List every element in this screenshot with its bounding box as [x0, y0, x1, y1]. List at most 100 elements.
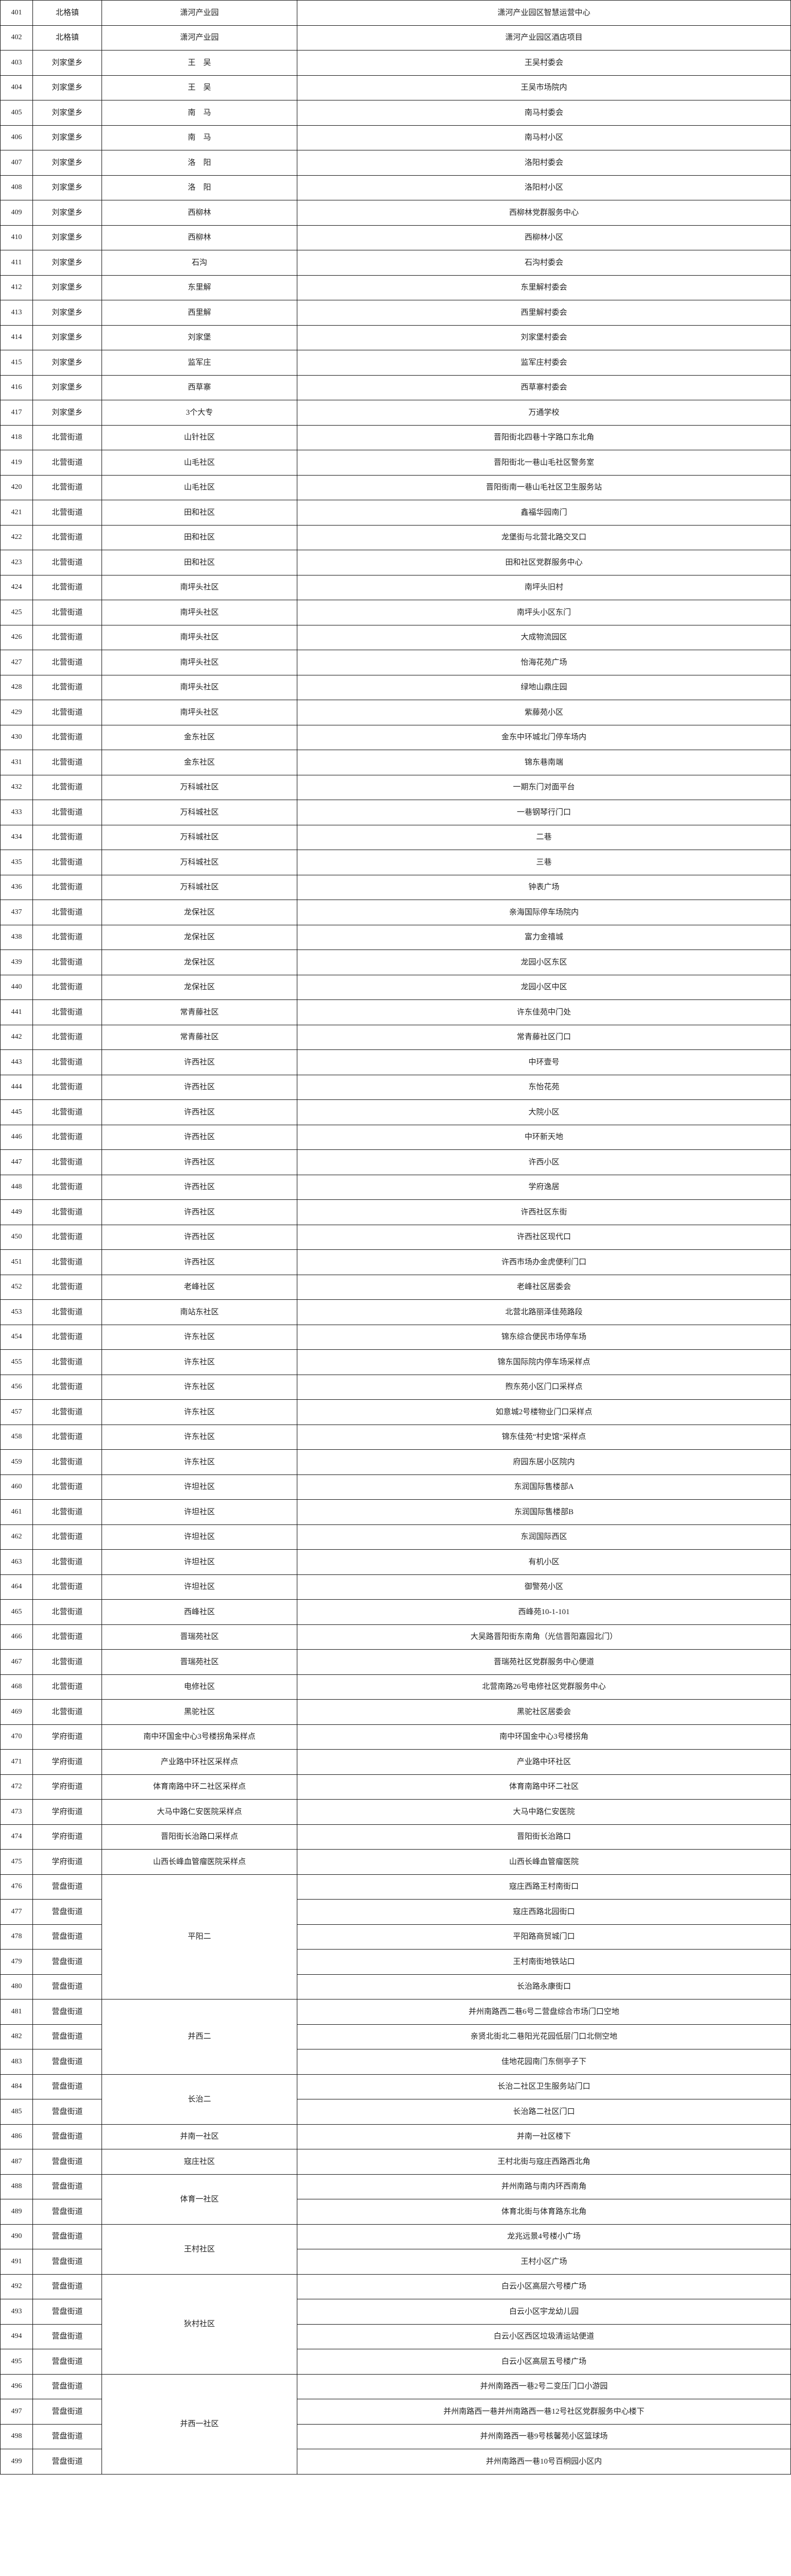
- district-cell: 北营街道: [32, 750, 102, 775]
- table-row: 456 北营街道 许东社区 煦东苑小区门口采样点: [0, 1374, 791, 1400]
- district-cell: 北营街道: [32, 924, 102, 950]
- district-cell: 营盘街道: [32, 2374, 102, 2399]
- location-cell: 白云小区西区垃圾清运站便道: [297, 2324, 791, 2349]
- table-row: 499 营盘街道 并州南路西一巷10号百桐园小区内: [0, 2449, 791, 2475]
- district-cell: 北营街道: [32, 1399, 102, 1425]
- district-cell: 北营街道: [32, 1324, 102, 1350]
- community-cell: 南 马: [102, 125, 297, 150]
- community-cell: 南坪头社区: [102, 650, 297, 675]
- community-cell: 许西社区: [102, 1249, 297, 1275]
- community-cell: 3个大专: [102, 400, 297, 426]
- table-row: 421 北营街道 田和社区 鑫福华园南门: [0, 500, 791, 526]
- district-cell: 北营街道: [32, 1349, 102, 1375]
- row-number-cell: 487: [0, 2149, 33, 2175]
- district-cell: 营盘街道: [32, 2299, 102, 2325]
- district-cell: 北营街道: [32, 474, 102, 500]
- table-row: 431 北营街道 金东社区 锦东巷南端: [0, 750, 791, 775]
- row-number-cell: 456: [0, 1374, 33, 1400]
- district-cell: 刘家堡乡: [32, 325, 102, 350]
- location-cell: 白云小区高层六号楼广场: [297, 2274, 791, 2299]
- table-row: 407 刘家堡乡洛 阳洛阳村委会: [0, 150, 791, 176]
- table-row: 445 北营街道 许西社区 大院小区: [0, 1099, 791, 1125]
- location-cell: 西草寨村委会: [297, 375, 791, 400]
- location-cell: 寇庄西路北园街口: [297, 1899, 791, 1925]
- community-cell: 晋瑞苑社区: [102, 1624, 297, 1650]
- community-cell: 许东社区: [102, 1399, 297, 1425]
- row-number-cell: 483: [0, 2049, 33, 2075]
- district-cell: 北营街道: [32, 450, 102, 476]
- community-cell: 石沟: [102, 250, 297, 276]
- row-number-cell: 482: [0, 2024, 33, 2049]
- row-number-cell: 484: [0, 2074, 33, 2099]
- community-cell: 金东社区: [102, 724, 297, 750]
- district-cell: 北营街道: [32, 1149, 102, 1175]
- row-number-cell: 485: [0, 2099, 33, 2125]
- community-cell: 许坦社区: [102, 1474, 297, 1500]
- table-row: 482 营盘街道 亲贤北街北二巷阳光花园低层门口北侧空地: [0, 2024, 791, 2049]
- district-cell: 学府街道: [32, 1849, 102, 1875]
- location-cell: 万通学校: [297, 400, 791, 426]
- row-number-cell: 471: [0, 1749, 33, 1775]
- community-cell: 并西一社区: [102, 2374, 297, 2475]
- location-cell: 许东佳苑中门处: [297, 999, 791, 1025]
- location-cell: 龙堡街与北营北路交叉口: [297, 524, 791, 550]
- table-row: 426 北营街道 南坪头社区 大成物流园区: [0, 624, 791, 650]
- location-cell: 锦东巷南端: [297, 750, 791, 775]
- table-row: 408 刘家堡乡洛 阳洛阳村小区: [0, 175, 791, 200]
- table-row: 492 营盘街道 狄村社区 白云小区高层六号楼广场: [0, 2274, 791, 2375]
- district-cell: 营盘街道: [32, 1899, 102, 1925]
- district-cell: 北营街道: [32, 824, 102, 850]
- table-row: 484 营盘街道 长治二 长治二社区卫生服务站门口: [0, 2074, 791, 2125]
- community-cell: 南坪头社区: [102, 674, 297, 700]
- district-cell: 北营街道: [32, 974, 102, 1000]
- community-cell: 南坪头社区: [102, 600, 297, 625]
- location-cell: 亲海国际停车场院内: [297, 900, 791, 925]
- table-row: 429 北营街道 南坪头社区 紫藤苑小区: [0, 700, 791, 725]
- row-number-cell: 447: [0, 1149, 33, 1175]
- row-number-cell: 434: [0, 824, 33, 850]
- district-cell: 营盘街道: [32, 2224, 102, 2249]
- location-cell: 紫藤苑小区: [297, 700, 791, 725]
- community-cell: 许西社区: [102, 1149, 297, 1175]
- district-cell: 学府街道: [32, 1749, 102, 1775]
- location-cell: 东润国际西区: [297, 1524, 791, 1550]
- table-row: 446 北营街道 许西社区 中环新天地: [0, 1124, 791, 1150]
- row-number-cell: 470: [0, 1724, 33, 1750]
- community-cell: 许东社区: [102, 1349, 297, 1375]
- row-number-cell: 452: [0, 1274, 33, 1300]
- location-cell: 监军庄村委会: [297, 350, 791, 376]
- location-cell: 许西社区现代口: [297, 1224, 791, 1250]
- location-cell: 常青藤社区门口: [297, 1024, 791, 1050]
- community-cell: 潇河产业园: [102, 25, 297, 50]
- community-cell: 许西社区: [102, 1224, 297, 1250]
- row-number-cell: 477: [0, 1899, 33, 1925]
- row-number-cell: 418: [0, 425, 33, 450]
- row-number-cell: 416: [0, 375, 33, 400]
- location-cell: 南马村小区: [297, 125, 791, 150]
- row-number-cell: 439: [0, 950, 33, 975]
- row-number-cell: 414: [0, 325, 33, 350]
- location-cell: 金东中环城北门停车场内: [297, 724, 791, 750]
- row-number-cell: 423: [0, 550, 33, 575]
- location-cell: 并州南路与南内环西南角: [297, 2174, 791, 2199]
- community-cell: 南站东社区: [102, 1299, 297, 1325]
- district-cell: 营盘街道: [32, 1974, 102, 1999]
- community-cell: 南坪头社区: [102, 700, 297, 725]
- row-number-cell: 435: [0, 850, 33, 875]
- row-number-cell: 473: [0, 1799, 33, 1825]
- district-cell: 营盘街道: [32, 2424, 102, 2449]
- location-cell: 并州南路西一巷9号核馨苑小区篮球场: [297, 2424, 791, 2449]
- district-cell: 北营街道: [32, 550, 102, 575]
- table-row: 478 营盘街道 平阳路商贸城门口: [0, 1924, 791, 1950]
- table-row: 413 刘家堡乡 西里解 西里解村委会: [0, 300, 791, 326]
- row-number-cell: 478: [0, 1924, 33, 1950]
- community-cell: 山西长峰血管瘤医院采样点: [102, 1849, 297, 1875]
- row-number-cell: 406: [0, 125, 33, 150]
- community-cell: 南中环国金中心3号楼拐角采样点: [102, 1724, 297, 1750]
- row-number-cell: 444: [0, 1074, 33, 1100]
- row-number-cell: 429: [0, 700, 33, 725]
- location-cell: 潇河产业园区智慧运营中心: [297, 0, 791, 26]
- community-cell: 寇庄社区: [102, 2149, 297, 2175]
- location-cell: 南坪头旧村: [297, 574, 791, 600]
- location-cell: 北营南路26号电修社区党群服务中心: [297, 1674, 791, 1700]
